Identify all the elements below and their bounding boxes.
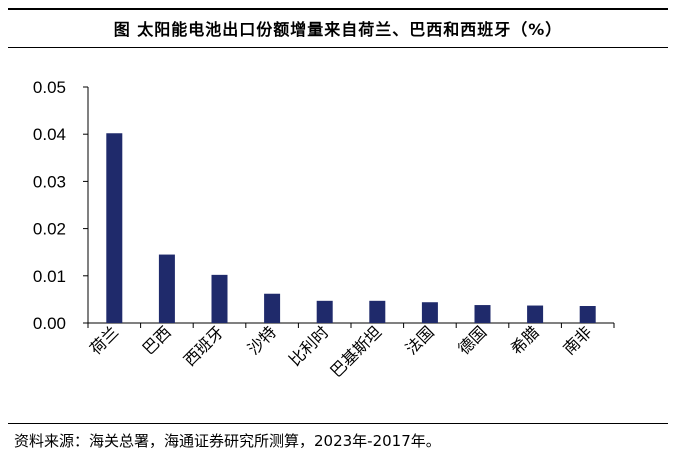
title-top-rule xyxy=(8,8,668,10)
x-tick-label: 荷兰 xyxy=(86,322,122,358)
y-tick-label: 0.04 xyxy=(33,125,66,144)
x-tick-label: 南非 xyxy=(559,322,595,358)
source-note: 资料来源：海关总署，海通证券研究所测算，2023年-2017年。 xyxy=(14,432,441,450)
x-tick-label: 法国 xyxy=(402,322,438,358)
bar xyxy=(158,254,175,323)
x-tick-label: 德国 xyxy=(454,322,490,358)
bar xyxy=(421,302,438,323)
x-tick-label: 比利时 xyxy=(285,322,332,369)
y-tick-label: 0.03 xyxy=(33,172,66,191)
y-tick-label: 0.00 xyxy=(33,314,66,333)
y-tick-label: 0.05 xyxy=(33,78,66,97)
bar xyxy=(106,133,123,323)
source-rule xyxy=(8,423,668,424)
bar xyxy=(316,300,333,323)
bar xyxy=(527,305,544,323)
bar xyxy=(474,305,491,323)
chart-title: 图 太阳能电池出口份额增量来自荷兰、巴西和西班牙（%） xyxy=(113,20,563,39)
bar xyxy=(264,293,281,323)
x-tick-label: 巴基斯坦 xyxy=(326,322,385,381)
x-tick-label: 西班牙 xyxy=(180,322,227,369)
y-tick-label: 0.02 xyxy=(33,220,66,239)
bar xyxy=(211,274,228,323)
x-tick-label: 巴西 xyxy=(139,322,175,358)
title-bottom-rule xyxy=(8,47,668,48)
bar xyxy=(579,306,596,323)
y-tick-label: 0.01 xyxy=(33,267,66,286)
x-tick-label: 希腊 xyxy=(507,322,543,358)
x-tick-label: 沙特 xyxy=(244,322,280,358)
bar xyxy=(369,300,386,323)
